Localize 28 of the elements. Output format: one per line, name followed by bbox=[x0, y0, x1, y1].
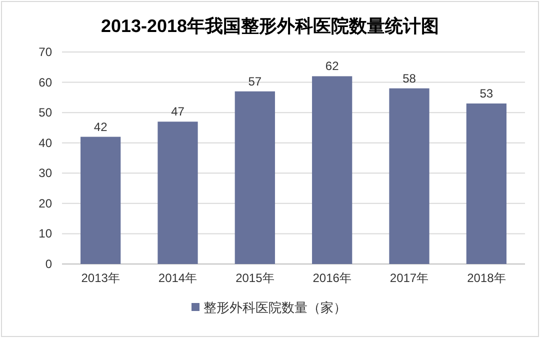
bar bbox=[80, 136, 121, 264]
y-tick-label: 60 bbox=[38, 75, 52, 90]
data-label: 47 bbox=[171, 104, 185, 119]
legend-label: 整形外科医院数量（家） bbox=[204, 300, 346, 315]
chart-title: 2013-2018年我国整形外科医院数量统计图 bbox=[100, 16, 440, 36]
x-tick-label: 2015年 bbox=[236, 271, 274, 285]
x-tick-label: 2017年 bbox=[390, 271, 429, 285]
bar bbox=[312, 76, 352, 264]
bar bbox=[158, 122, 198, 264]
bar bbox=[389, 88, 430, 264]
y-tick-label: 70 bbox=[38, 45, 52, 59]
x-tick-label: 2016年 bbox=[312, 271, 352, 285]
y-tick-label: 30 bbox=[38, 166, 52, 180]
y-tick-label: 10 bbox=[38, 226, 52, 241]
y-tick-label: 20 bbox=[38, 196, 52, 210]
x-tick-label: 2014年 bbox=[158, 271, 198, 285]
y-tick-label: 50 bbox=[38, 106, 52, 120]
y-tick-label: 0 bbox=[45, 257, 52, 271]
data-label: 62 bbox=[325, 59, 340, 74]
y-tick-label: 40 bbox=[38, 136, 52, 150]
x-tick-label: 2018年 bbox=[467, 271, 506, 285]
bar bbox=[466, 103, 506, 264]
bar bbox=[234, 91, 275, 264]
data-label: 58 bbox=[402, 71, 416, 86]
data-label: 42 bbox=[94, 120, 108, 134]
data-label: 57 bbox=[248, 74, 262, 88]
data-label: 53 bbox=[480, 86, 494, 100]
x-tick-label: 2013年 bbox=[81, 271, 120, 285]
